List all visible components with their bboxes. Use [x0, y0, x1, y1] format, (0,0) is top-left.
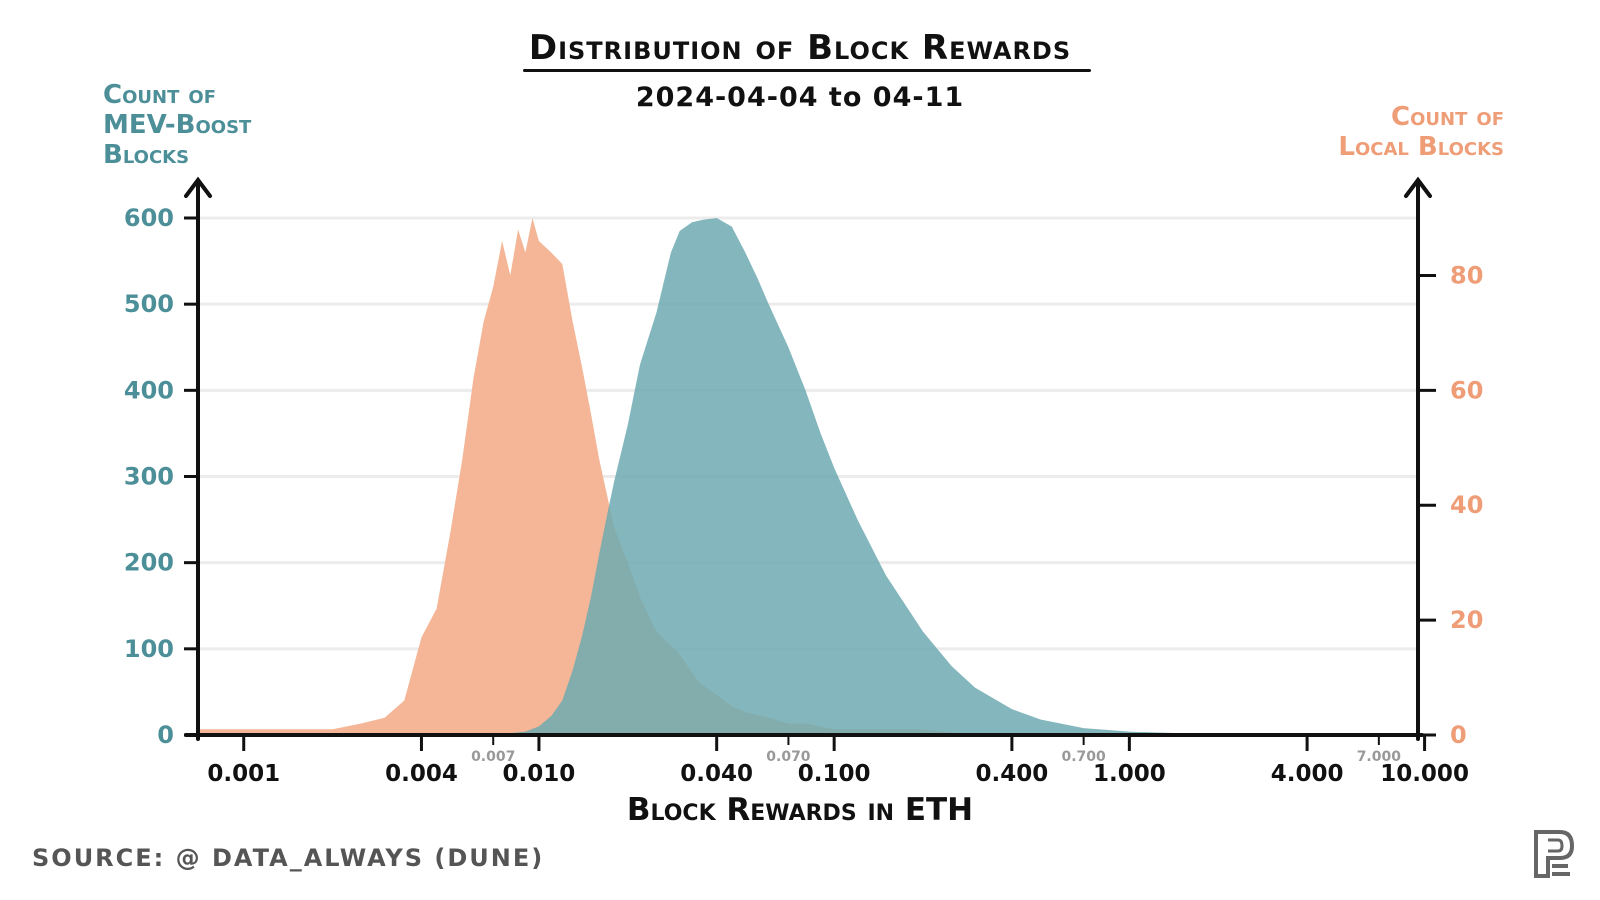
right-y-tick-label: 0	[1450, 721, 1467, 749]
x-major-tick-label: 0.040	[680, 761, 753, 787]
title-underline	[523, 69, 1091, 72]
source-credit: SOURCE: @ DATA_ALWAYS (DUNE)	[32, 844, 545, 872]
x-major-tick-label: 0.010	[503, 761, 576, 787]
x-minor-tick-label: 0.700	[1061, 749, 1106, 765]
left-y-tick-label: 500	[124, 290, 174, 318]
axes	[184, 176, 1436, 751]
x-major-tick-label: 4.000	[1271, 761, 1344, 787]
x-minor-tick-label: 7.000	[1357, 749, 1402, 765]
left-y-tick-label: 600	[124, 204, 174, 232]
series-areas	[198, 218, 1418, 735]
series-area-mev-boost-blocks	[198, 218, 1418, 735]
x-axis-title: Block Rewards in ETH	[626, 792, 974, 828]
left-axis-title: Count of MEV-Boost Blocks	[103, 80, 251, 170]
left-axis-title-line: MEV-Boost	[103, 110, 252, 140]
left-axis-arrow-icon	[184, 176, 212, 198]
right-y-tick-label: 20	[1450, 606, 1483, 634]
x-major-tick-label: 0.100	[798, 761, 871, 787]
chart-subtitle: 2024-04-04 to 04-11	[635, 82, 965, 113]
x-minor-tick-label: 0.007	[471, 749, 515, 765]
x-major-tick-label: 10.000	[1380, 761, 1469, 787]
right-y-tick-label: 80	[1450, 261, 1483, 289]
left-axis-title-line: Count of	[103, 80, 216, 110]
publisher-logo-icon	[1534, 830, 1575, 878]
x-major-tick-label: 0.001	[207, 761, 280, 787]
left-axis-title-line: Blocks	[103, 140, 190, 170]
x-major-tick-label: 0.400	[976, 761, 1049, 787]
left-y-tick-label: 300	[124, 463, 174, 491]
right-axis-title-line: Count of	[1391, 102, 1504, 132]
right-axis-arrow-icon	[1404, 176, 1432, 198]
chart-title: Distribution of Block Rewards	[528, 28, 1072, 68]
right-axis-title: Count of Local Blocks	[1338, 102, 1504, 162]
left-y-tick-label: 400	[124, 376, 174, 404]
tick-labels: 0 100 200 300 400 500 600 0 20 40 60 80 0.001 0.004 0.…	[124, 204, 1484, 787]
left-y-tick-label: 100	[124, 635, 174, 663]
right-y-tick-label: 40	[1450, 491, 1483, 519]
series-area-local-blocks	[198, 218, 975, 735]
right-y-tick-label: 60	[1450, 376, 1483, 404]
x-major-tick-label: 0.004	[385, 761, 458, 787]
left-y-tick-label: 200	[124, 549, 174, 577]
x-minor-tick-label: 0.070	[766, 749, 811, 765]
right-axis-title-line: Local Blocks	[1338, 132, 1504, 162]
left-y-tick-label: 0	[157, 721, 174, 749]
x-major-tick-label: 1.000	[1093, 761, 1166, 787]
